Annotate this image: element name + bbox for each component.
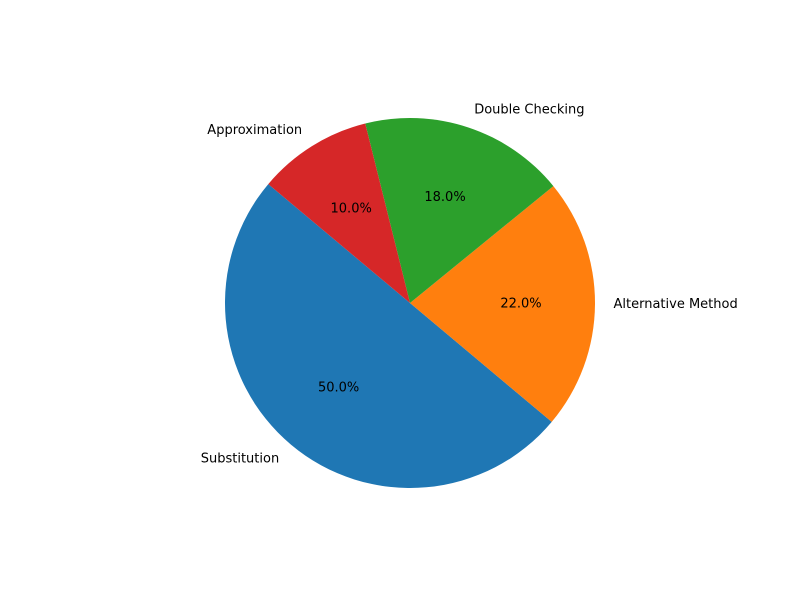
slice-label: Substitution [201,451,279,466]
pie-slice-substitution [224,184,552,489]
pie-slices [224,118,596,489]
pie-slice-alternative-method [410,186,596,422]
slice-label: Approximation [207,123,302,138]
pie-slice-approximation [268,123,410,303]
pie-slice-double-checking [365,118,554,303]
slice-percent-label: 10.0% [331,201,372,216]
slice-percent-label: 50.0% [318,381,359,396]
slice-percent-label: 18.0% [424,190,465,205]
slice-label: Double Checking [474,102,584,117]
slice-percent-label: 22.0% [500,296,541,311]
pie-labels: Substitution 50.0% Alternative Method 22.0%… [201,102,738,466]
slice-label: Alternative Method [614,297,738,312]
